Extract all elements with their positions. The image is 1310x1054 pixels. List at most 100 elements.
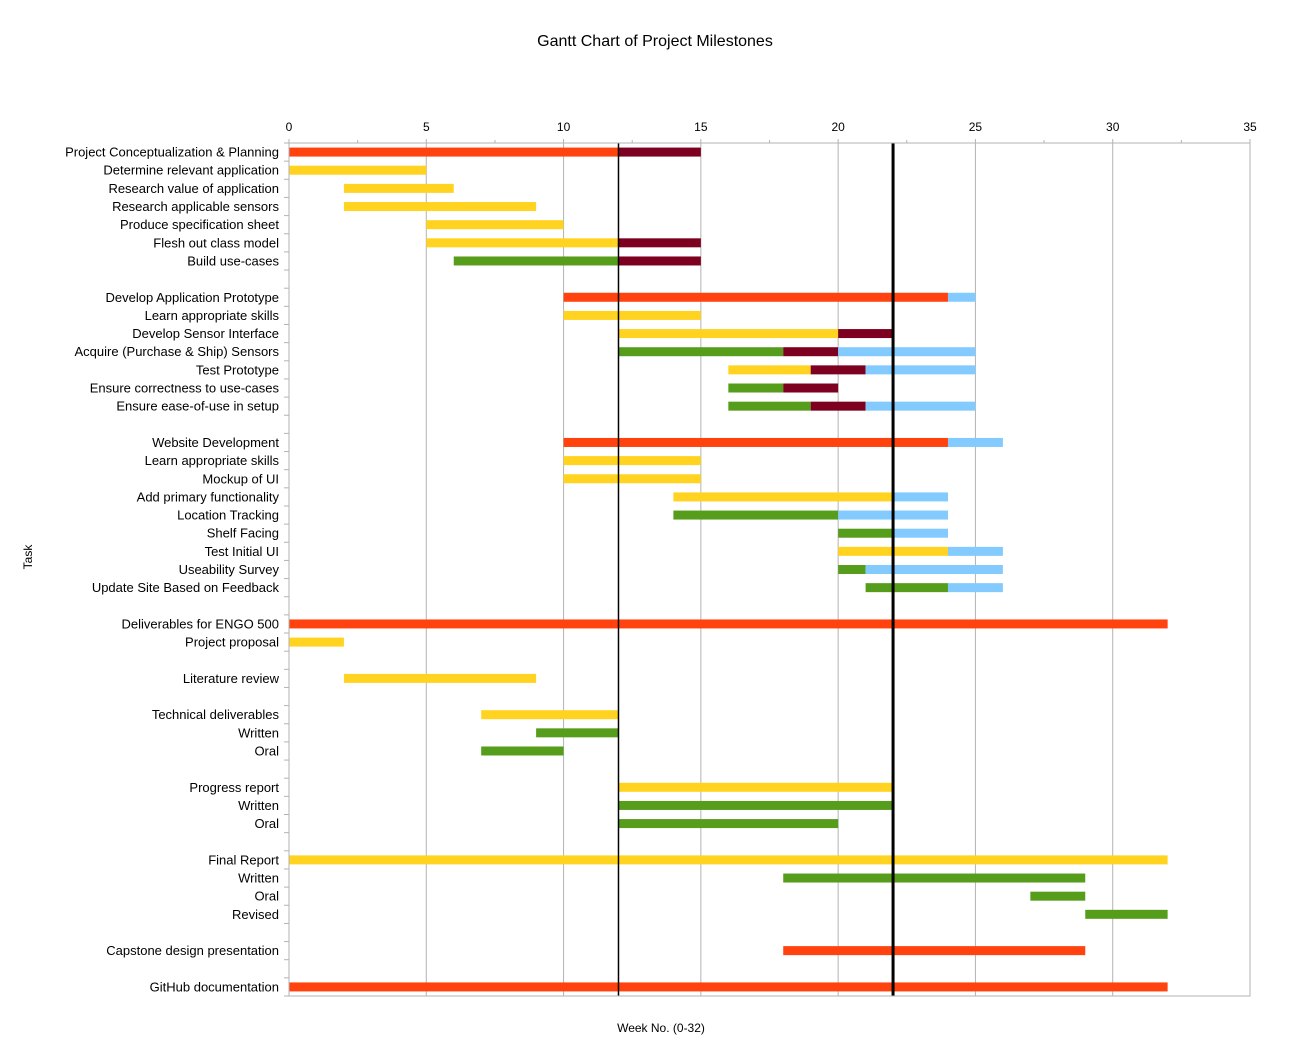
gantt-bar-segment <box>618 782 894 792</box>
gantt-bar-segment <box>618 238 701 248</box>
gantt-bar-segment <box>865 565 1003 574</box>
gantt-bar-segment <box>343 183 454 193</box>
plot-frame <box>288 142 1251 997</box>
x-tick-label: 0 <box>286 120 293 134</box>
gantt-bar-segment <box>838 565 866 574</box>
gantt-bar-segment <box>453 256 619 266</box>
gantt-bar-segment <box>838 329 894 339</box>
task-label: Deliverables for ENGO 500 <box>121 616 279 631</box>
gantt-bar-segment <box>893 492 948 502</box>
gantt-bar-segment <box>481 710 619 720</box>
gantt-bar-segment <box>947 583 1003 593</box>
x-tick-labels: 0 5 10 15 20 25 30 35 <box>286 120 1257 134</box>
gantt-bar-segment <box>783 347 839 357</box>
gantt-bar-segment <box>810 401 866 411</box>
task-label: GitHub documentation <box>150 979 279 994</box>
gantt-bar-segment <box>563 310 701 320</box>
gantt-bar-segment <box>289 982 1168 992</box>
gantt-bar-segment <box>563 292 948 302</box>
gantt-bar-segment <box>728 383 784 393</box>
reference-lines <box>617 143 895 996</box>
y-axis-label: Task <box>21 544 35 570</box>
x-tick-label: 30 <box>1106 120 1120 134</box>
task-label: Final Report <box>208 852 279 867</box>
gantt-bar-segment <box>289 619 1168 629</box>
gantt-bar-segment <box>783 383 839 393</box>
gantt-bar-segment <box>783 946 1086 956</box>
gantt-bar-segment <box>618 147 701 157</box>
task-label: Revised <box>232 907 279 922</box>
task-label: Written <box>238 871 279 886</box>
chart-title: Gantt Chart of Project Milestones <box>537 33 773 50</box>
task-label: Flesh out class model <box>153 235 279 250</box>
gantt-bar-segment <box>1030 891 1086 901</box>
gantt-bar-segment <box>536 728 619 738</box>
task-label: Ensure correctness to use-cases <box>90 381 280 396</box>
gantt-bar-segment <box>728 365 811 375</box>
gantt-bar-segment <box>343 202 537 212</box>
task-label: Project Conceptualization & Planning <box>65 145 279 160</box>
task-labels: Project Conceptualization & Planning Dete… <box>65 145 280 995</box>
task-label: Learn appropriate skills <box>145 453 280 468</box>
task-label: Determine relevant application <box>103 163 279 178</box>
gantt-bar-segment <box>289 147 619 157</box>
x-tick-label: 25 <box>969 120 983 134</box>
gantt-bar-segment <box>563 437 948 447</box>
gantt-bar-segment <box>865 583 948 593</box>
gantt-bar-segment <box>838 528 894 538</box>
gantt-bar-segment <box>1085 909 1168 919</box>
task-label: Update Site Based on Feedback <box>92 580 280 595</box>
gantt-bar-segment <box>783 873 1086 883</box>
task-label: Useability Survey <box>179 562 280 577</box>
gantt-bar-segment <box>289 855 1168 865</box>
gantt-bar-segment <box>618 329 839 339</box>
task-label: Acquire (Purchase & Ship) Sensors <box>75 344 280 359</box>
gantt-bar-segment <box>426 220 564 230</box>
task-label: Oral <box>254 743 279 758</box>
gantt-bar-segment <box>426 238 619 248</box>
task-label: Research applicable sensors <box>112 199 279 214</box>
task-label: Test Prototype <box>196 362 279 377</box>
task-label: Add primary functionality <box>137 489 280 504</box>
gantt-bar-segment <box>893 528 948 538</box>
task-label: Literature review <box>183 671 280 686</box>
x-tick-label: 5 <box>423 120 430 134</box>
gantt-bar-segment <box>563 474 701 484</box>
grid <box>284 139 1251 997</box>
gantt-bar-segment <box>947 437 1003 447</box>
gantt-bar-segment <box>618 256 701 266</box>
x-axis-label: Week No. (0-32) <box>617 1021 705 1035</box>
gantt-bar-segment <box>618 819 839 829</box>
gantt-bar-segment <box>865 365 976 375</box>
gantt-bar-segment <box>947 546 1003 556</box>
gantt-bar-segment <box>838 347 976 357</box>
x-tick-label: 35 <box>1243 120 1257 134</box>
x-tick-label: 15 <box>694 120 708 134</box>
x-tick-label: 10 <box>557 120 571 134</box>
bars <box>289 147 1168 992</box>
task-label: Written <box>238 798 279 813</box>
task-label: Written <box>238 725 279 740</box>
gantt-bar-segment <box>728 401 811 411</box>
gantt-bar-segment <box>289 165 427 175</box>
task-label: Project proposal <box>185 635 279 650</box>
task-label: Shelf Facing <box>207 526 279 541</box>
task-label: Develop Application Prototype <box>106 290 279 305</box>
task-label: Website Development <box>152 435 279 450</box>
gantt-bar-segment <box>343 673 537 683</box>
task-label: Build use-cases <box>187 253 279 268</box>
task-label: Technical deliverables <box>152 707 280 722</box>
task-label: Research value of application <box>108 181 279 196</box>
gantt-bar-segment <box>673 492 894 502</box>
gantt-bar-segment <box>618 800 894 810</box>
gantt-bar-segment <box>289 637 344 647</box>
task-label: Test Initial UI <box>205 544 279 559</box>
task-label: Location Tracking <box>177 508 279 523</box>
task-label: Oral <box>254 816 279 831</box>
task-label: Produce specification sheet <box>120 217 279 232</box>
task-label: Mockup of UI <box>202 471 279 486</box>
task-label: Learn appropriate skills <box>145 308 280 323</box>
gantt-bar-segment <box>810 365 866 375</box>
gantt-bar-segment <box>481 746 564 756</box>
